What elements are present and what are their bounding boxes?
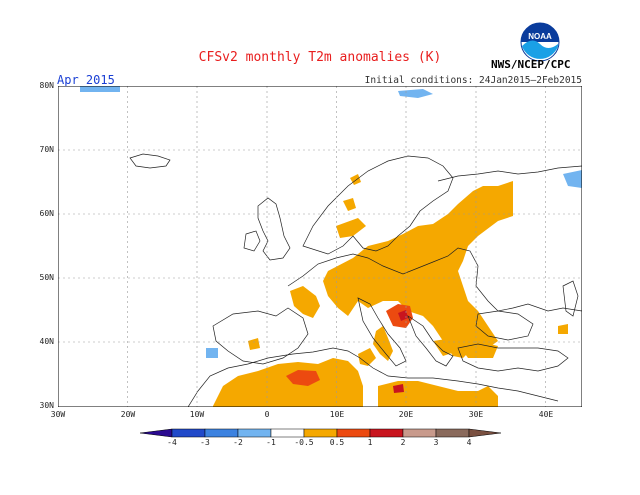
colorbar-label: 3 (433, 438, 439, 447)
lat-label-50n: 50N (39, 273, 54, 282)
colorbar-cell (171, 428, 206, 438)
anomaly-cell (373, 326, 393, 361)
lon-label-20e: 20E (398, 410, 414, 419)
logo-text: NOAA (528, 32, 552, 41)
colorbar-label: -2 (233, 438, 243, 447)
anomaly-cell (323, 181, 513, 358)
coastline (475, 310, 534, 341)
anomaly-cell (213, 358, 363, 407)
coastline (562, 280, 579, 317)
anomaly-cell (458, 341, 498, 358)
colorbar-label: -4 (167, 438, 177, 447)
map-title: CFSv2 monthly T2m anomalies (K) (198, 50, 442, 65)
colorbar-cell (303, 428, 338, 438)
lon-label-30e: 30E (468, 410, 484, 419)
colorbar-under-triangle (139, 428, 173, 438)
lon-label-10w: 10W (189, 410, 205, 419)
lon-label-10e: 10E (329, 410, 345, 419)
anomaly-cell (558, 324, 568, 334)
coastline (457, 343, 569, 372)
colorbar-label: -1 (266, 438, 276, 447)
anomaly-cell (378, 381, 498, 407)
colorbar-over-triangle (468, 428, 502, 438)
colorbar-label: 4 (466, 438, 472, 447)
coastline (302, 155, 454, 255)
anomaly-cell (563, 170, 582, 188)
anomaly-cell (433, 338, 458, 356)
map-frame (58, 86, 582, 407)
anomaly-cell (286, 370, 320, 386)
anomaly-cell (343, 198, 356, 211)
colorbar (139, 428, 502, 438)
noaa-logo-icon: NOAA (520, 22, 560, 62)
lat-label-30n: 30N (39, 401, 54, 410)
anomaly-cell (290, 286, 320, 318)
gridlines (58, 86, 582, 407)
coastline (287, 247, 582, 312)
coastline (187, 347, 559, 407)
colorbar-label: 0.5 (329, 438, 345, 447)
colorbar-label: 1 (367, 438, 373, 447)
anomaly-cell (358, 348, 376, 366)
anomaly-cells (80, 86, 582, 407)
anomaly-map (58, 86, 582, 407)
colorbar-cell (402, 428, 437, 438)
colorbar-cell (336, 428, 371, 438)
valid-month-label: Apr 2015 (57, 73, 115, 87)
coastline (129, 153, 171, 169)
coastline (257, 197, 291, 261)
anomaly-cell (80, 86, 120, 92)
colorbar-cell (204, 428, 239, 438)
anomaly-cell (206, 348, 218, 358)
colorbar-cell (237, 428, 272, 438)
anomaly-cell (336, 218, 366, 238)
lon-label-0: 0 (264, 410, 270, 419)
lon-label-20w: 20W (120, 410, 136, 419)
colorbar-label: 2 (400, 438, 406, 447)
lon-label-40e: 40E (538, 410, 554, 419)
lon-label-30w: 30W (50, 410, 66, 419)
colorbar-label: -3 (200, 438, 210, 447)
anomaly-cell (398, 89, 433, 98)
colorbar-cell (435, 428, 470, 438)
lat-label-70n: 70N (39, 145, 54, 154)
coastline (407, 315, 454, 367)
colorbar-label: -0.5 (294, 438, 314, 447)
coastline (437, 165, 582, 182)
anomaly-cell (248, 338, 260, 350)
lat-label-60n: 60N (39, 209, 54, 218)
anomaly-cell (393, 384, 404, 393)
colorbar-cell (369, 428, 404, 438)
anomaly-cell (398, 310, 408, 321)
agency-label: NWS/NCEP/CPC (491, 58, 571, 71)
coastline (212, 307, 309, 365)
lat-label-80n: 80N (39, 81, 54, 90)
coastline (243, 230, 261, 252)
initial-conditions-label: Initial conditions: 24Jan2015–2Feb2015 (364, 75, 582, 86)
lat-label-40n: 40N (39, 337, 54, 346)
colorbar-cell (270, 428, 305, 438)
